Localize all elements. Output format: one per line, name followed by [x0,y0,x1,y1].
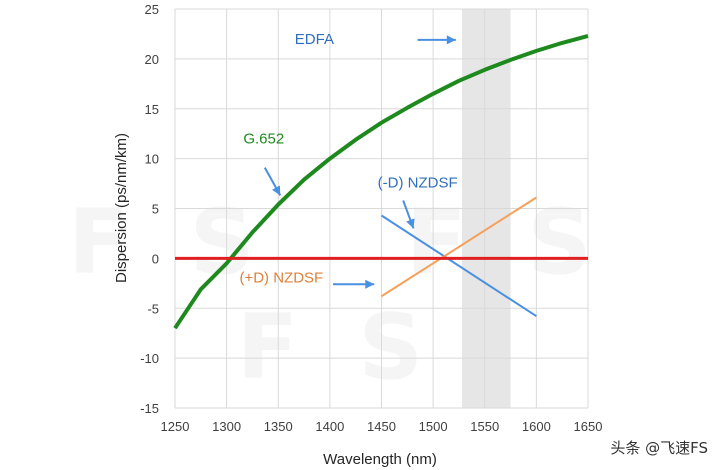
y-tick-label: 25 [145,2,159,17]
y-tick-label: 10 [145,152,159,167]
credit-label: 头条 @飞速FS [610,439,708,457]
annotation-label: G.652 [243,131,284,148]
x-tick-label: 1550 [470,419,499,434]
x-tick-label: 1250 [161,419,190,434]
series-line-d-nzdsf [380,196,537,298]
y-tick-label: -15 [140,401,159,416]
x-tick-label: 1600 [522,419,551,434]
x-tick-label: 1650 [574,419,603,434]
y-tick-label: 20 [145,52,159,67]
x-tick-label: 1450 [367,419,396,434]
y-tick-label: 5 [152,202,159,217]
y-tick-label: -10 [140,351,159,366]
x-tick-label: 1500 [419,419,448,434]
y-tick-label: 15 [145,102,159,117]
x-axis-title: Wavelength (nm) [323,451,437,468]
y-axis-title: Dispersion (ps/nm/km) [113,133,130,283]
y-tick-label: -5 [147,301,159,316]
annotation-arrowhead [406,218,415,229]
annotation-arrowhead [272,185,281,196]
x-tick-label: 1400 [315,419,344,434]
annotation-label: (-D) NZDSF [378,175,458,192]
x-tick-label: 1350 [264,419,293,434]
series-line-d-nzdsf [380,214,537,318]
annotation-arrowhead [446,35,456,45]
y-tick-label: 0 [152,251,159,266]
annotation-arrowhead [365,279,375,289]
series-line-g-652 [173,33,589,330]
annotation-label: EDFA [295,31,334,48]
annotation-label: (+D) NZDSF [239,269,323,286]
x-tick-label: 1300 [212,419,241,434]
